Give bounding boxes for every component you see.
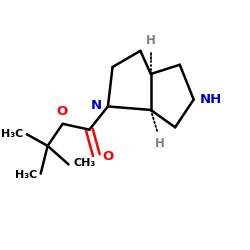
Text: H: H xyxy=(146,34,156,47)
Text: N: N xyxy=(91,99,102,112)
Text: O: O xyxy=(56,105,67,118)
Text: H₃C: H₃C xyxy=(1,129,23,139)
Text: O: O xyxy=(102,150,113,163)
Text: CH₃: CH₃ xyxy=(73,158,96,168)
Text: NH: NH xyxy=(200,93,222,106)
Text: H: H xyxy=(155,137,165,150)
Text: H₃C: H₃C xyxy=(15,170,37,180)
